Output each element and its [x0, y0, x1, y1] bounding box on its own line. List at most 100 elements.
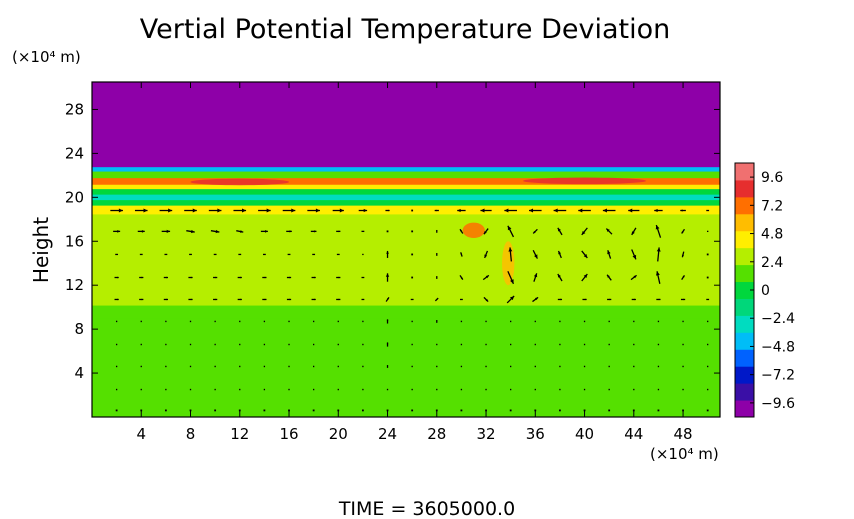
x-axis-unit: (×10⁴ m)	[650, 445, 719, 463]
wind-vector	[633, 388, 635, 391]
wind-vector-head	[363, 254, 364, 255]
wind-vector	[114, 298, 119, 301]
wind-vector	[510, 388, 512, 391]
wind-vector-head	[681, 254, 685, 258]
wind-vector	[188, 276, 193, 279]
wind-vector	[630, 274, 637, 281]
x-tick-label: 8	[186, 425, 196, 443]
wind-vector	[681, 251, 685, 258]
wind-vector	[435, 409, 438, 412]
wind-vector	[184, 208, 197, 213]
wind-vector-head	[386, 319, 389, 322]
wind-vector-head	[140, 388, 142, 390]
wind-vector	[657, 343, 660, 346]
wind-vector	[411, 230, 414, 233]
wind-vector-dot	[238, 409, 241, 412]
wind-vector	[656, 298, 661, 301]
wind-vector-head	[707, 298, 710, 301]
wind-vector-dot	[682, 409, 684, 412]
wind-vector	[115, 343, 118, 346]
wind-vector-head	[560, 298, 563, 301]
wind-vector	[115, 388, 118, 391]
colorbar-tick-label: −7.2	[761, 368, 795, 384]
wind-vector	[189, 253, 192, 256]
wind-vector-head	[602, 208, 607, 213]
wind-vector-head	[553, 208, 558, 213]
wind-vector-head	[363, 208, 368, 213]
wind-vector	[286, 230, 292, 233]
wind-vector-head	[242, 208, 247, 213]
wind-vector	[386, 409, 389, 412]
wind-vector-head	[658, 298, 661, 301]
wind-vector-head	[386, 342, 389, 345]
wind-vector-head	[706, 209, 708, 212]
wind-vector-head	[362, 365, 364, 367]
wind-vector	[239, 388, 241, 391]
wind-vector-head	[240, 230, 244, 233]
wind-vector-head	[215, 298, 218, 301]
wind-vector-head	[116, 320, 117, 322]
wind-vector	[411, 388, 413, 391]
wind-vector-dot	[583, 409, 586, 412]
wind-vector	[581, 273, 588, 282]
wind-vector-dot	[706, 409, 709, 412]
wind-vector	[578, 208, 591, 213]
wind-vector	[386, 250, 389, 258]
colorbar-swatch	[735, 163, 754, 181]
wind-vector-head	[682, 388, 684, 390]
wind-vector-head	[436, 320, 438, 322]
wind-vector-head	[658, 343, 659, 345]
wind-vector	[460, 298, 463, 301]
wind-vector-dot	[411, 276, 414, 279]
wind-vector-head	[141, 276, 144, 279]
heatmap-band	[92, 82, 720, 168]
wind-vector	[312, 343, 315, 346]
x-tick-label: 44	[624, 425, 643, 443]
wind-vector	[115, 320, 118, 323]
wind-vector	[189, 388, 192, 391]
wind-vector-head	[264, 388, 265, 390]
wind-vector	[260, 230, 268, 233]
wind-vector-head	[461, 365, 462, 367]
wind-vector	[189, 320, 192, 323]
wind-vector-head	[461, 298, 463, 301]
wind-vector	[214, 409, 217, 412]
wind-vector	[282, 208, 296, 213]
x-tick-label: 12	[230, 425, 249, 443]
wind-vector	[436, 276, 438, 279]
wind-vector-dot	[386, 409, 389, 412]
wind-vector-head	[584, 343, 585, 345]
wind-vector-head	[339, 208, 344, 213]
wind-vector	[657, 388, 660, 391]
wind-vector-head	[628, 208, 633, 213]
heatmap-band	[92, 184, 720, 190]
wind-vector-head	[655, 225, 660, 230]
wind-vector	[164, 409, 167, 412]
wind-vector-head	[387, 388, 388, 390]
wind-vector	[706, 276, 709, 279]
wind-vector-head	[707, 343, 708, 345]
wind-vector-head	[535, 388, 536, 390]
wind-vector	[507, 225, 515, 238]
wind-vector-dot	[534, 409, 537, 412]
wind-vector	[681, 228, 685, 234]
wind-vector-head	[387, 209, 390, 212]
wind-vector-head	[632, 254, 637, 260]
wind-vector	[411, 409, 414, 412]
x-tick-label: 36	[526, 425, 545, 443]
wind-vector-head	[584, 388, 585, 390]
wind-vector	[485, 365, 487, 368]
wind-vector-dot	[706, 276, 709, 279]
y-tick-label: 4	[74, 364, 84, 382]
wind-vector-head	[264, 320, 265, 322]
wind-vector	[410, 298, 414, 301]
wind-vector-dot	[411, 209, 414, 212]
wind-vector	[633, 343, 635, 346]
wind-vector-head	[313, 388, 314, 390]
wind-vector	[608, 365, 610, 368]
wind-vector-head	[460, 229, 462, 232]
wind-vector	[460, 252, 463, 257]
wind-vector-head	[655, 271, 660, 276]
wind-vector-head	[338, 320, 339, 322]
wind-vector-head	[461, 388, 462, 390]
